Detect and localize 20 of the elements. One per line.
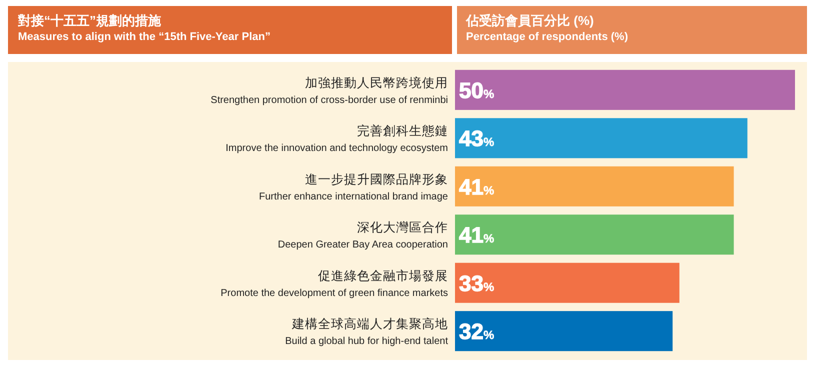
y-axis-title: 對接“十五五”規劃的措施 Measures to align with the “15th Five-Year Plan” — [17, 13, 270, 43]
bar — [455, 70, 795, 110]
bar — [455, 214, 734, 255]
data-label: 43% — [459, 126, 494, 152]
y-tick-label: 完善創科生態鏈 Improve the innovation and technology ecosystem — [226, 123, 448, 154]
y-tick-label: 深化大灣區合作 Deepen Greater Bay Area cooperation — [278, 220, 448, 251]
data-label: 32% — [459, 319, 494, 344]
data-label: 41% — [459, 174, 494, 200]
x-axis-title: 佔受訪會員百分比 (%) Percentage of respondents (%) — [465, 13, 628, 43]
bar — [455, 262, 680, 303]
y-tick-label: 建構全球高端人才集聚高地 Build a global hub for high-end talent — [285, 316, 448, 348]
bar — [455, 311, 673, 352]
bar — [455, 118, 748, 158]
y-tick-label: 進一步提升國際品牌形象 Further enhance international brand image — [258, 172, 448, 202]
y-tick-label: 加強推動人民幣跨境使用 Strengthen promotion of cross-border use of renminbi — [210, 74, 448, 106]
y-tick-label: 促進綠色金融市場發展 Promote the development of green finance markets — [220, 268, 448, 299]
data-label: 41% — [459, 222, 494, 248]
data-label: 33% — [459, 270, 494, 296]
data-label: 50% — [459, 78, 494, 103]
bar — [455, 166, 734, 206]
